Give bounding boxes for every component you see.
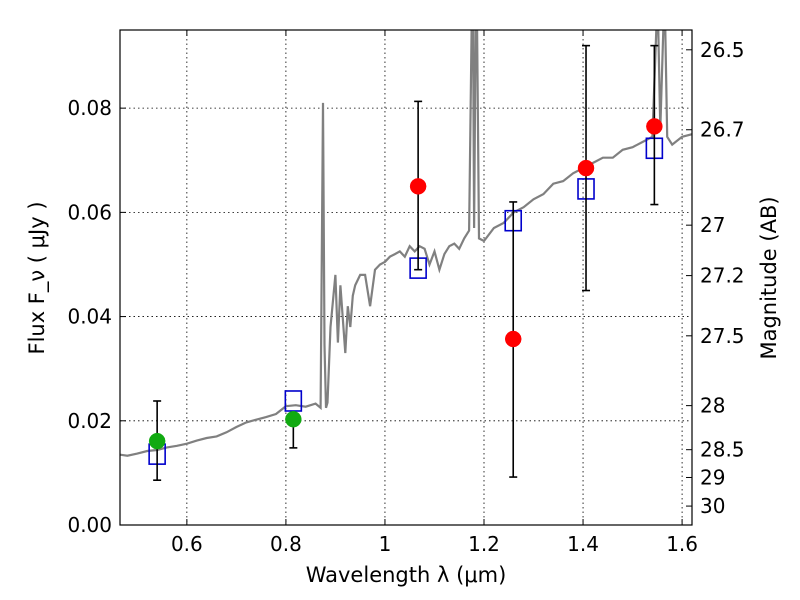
plot-area	[120, 30, 692, 481]
x-tick-label: 1.2	[468, 532, 500, 556]
x-tick-label: 1.4	[567, 532, 599, 556]
axes: 0.6 0.8 1 1.2 1.4 1.6 0.00 0.02 0.04 0.06 0.08 26.5…	[67, 30, 745, 556]
mag-tick-label: 30	[700, 494, 725, 518]
mag-tick-label: 27	[700, 213, 725, 237]
y-tick-label: 0.02	[67, 409, 112, 433]
mag-tick-label: 26.7	[700, 118, 745, 142]
mag-tick-label: 27.2	[700, 264, 745, 288]
y-tick-label: 0.06	[67, 200, 112, 224]
y-tick-label: 0.00	[67, 513, 112, 537]
right-axis-title: Magnitude (AB)	[757, 196, 781, 359]
y-tick-label: 0.08	[67, 96, 112, 120]
green-point	[285, 410, 302, 428]
red-point	[409, 178, 427, 195]
red-point	[646, 118, 663, 135]
mag-tick-label: 28	[700, 394, 725, 418]
red-point	[504, 330, 522, 348]
model-spectrum-line	[120, 30, 692, 457]
x-tick-label: 0.6	[171, 532, 203, 556]
x-axis-title: Wavelength λ (μm)	[306, 563, 507, 587]
grid-lines	[120, 30, 692, 525]
x-tick-label: 1.6	[666, 532, 698, 556]
plot-frame	[119, 29, 693, 526]
mag-tick-label: 28.5	[700, 438, 745, 462]
mag-tick-label: 29	[700, 465, 725, 489]
x-tick-label: 1	[379, 532, 392, 556]
x-tick-label: 0.8	[270, 532, 302, 556]
y-tick-label: 0.04	[67, 305, 112, 329]
mag-tick-label: 26.5	[700, 38, 745, 62]
y-axis-title: Flux F_ν ( μJy )	[25, 201, 50, 354]
mag-tick-label: 27.5	[700, 324, 745, 348]
green-point	[148, 432, 166, 450]
red-point	[577, 159, 595, 177]
